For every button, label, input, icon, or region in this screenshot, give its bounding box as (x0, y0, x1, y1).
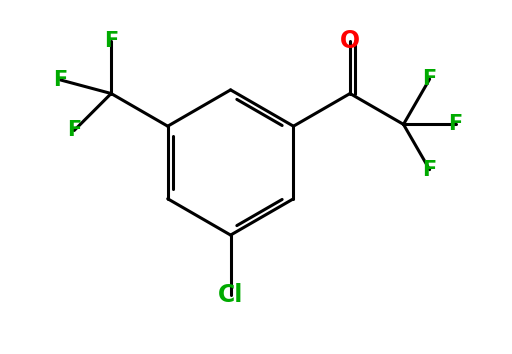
Text: F: F (422, 69, 437, 89)
Text: F: F (422, 160, 437, 179)
Text: F: F (54, 70, 68, 90)
Text: F: F (67, 120, 81, 141)
Text: F: F (449, 114, 463, 135)
Text: O: O (340, 29, 360, 53)
Text: Cl: Cl (218, 282, 243, 307)
Text: F: F (104, 31, 118, 51)
